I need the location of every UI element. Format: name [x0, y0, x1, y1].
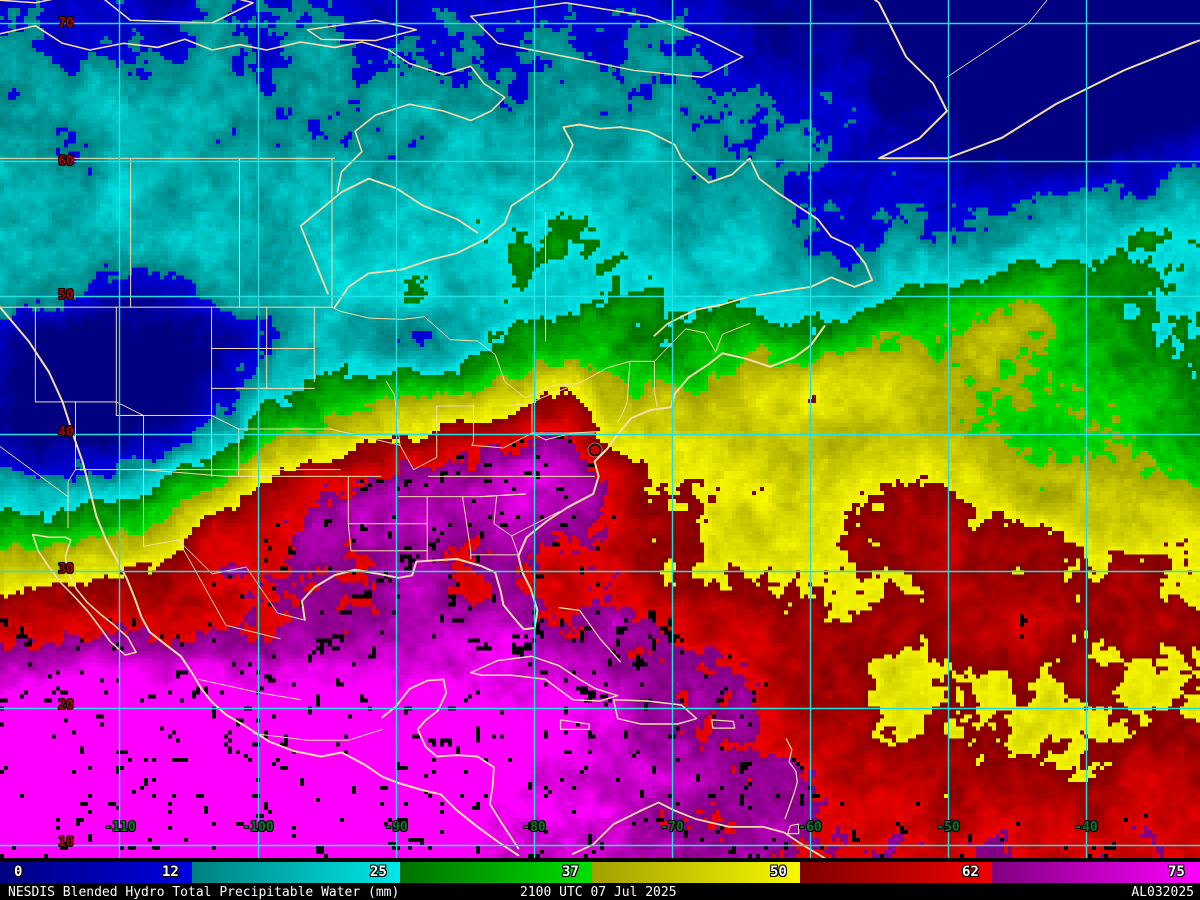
graticule-overlay — [0, 0, 1200, 858]
colorbar-tick-0: 0 — [14, 864, 23, 880]
colorbar-tick-75: 75 — [1168, 864, 1185, 880]
map-panel[interactable]: 70 60 50 40 30 20 10 -110 -100 -90 -80 -70 -60 -50 -4… — [0, 0, 1200, 858]
colorbar-tick-37: 37 — [562, 864, 579, 880]
product-title: NESDIS Blended Hydro Total Precipitable … — [8, 885, 400, 900]
storm-id-label: AL032025 — [1131, 885, 1194, 900]
colorbar-gradient — [0, 862, 1200, 883]
colorbar-panel: 0 12 25 37 50 62 75 — [0, 858, 1200, 886]
footer-panel: NESDIS Blended Hydro Total Precipitable … — [0, 885, 1200, 900]
colorbar-tick-12: 12 — [162, 864, 179, 880]
colorbar-tick-62: 62 — [962, 864, 979, 880]
colorbar-tick-25: 25 — [370, 864, 387, 880]
colorbar-tick-50: 50 — [770, 864, 787, 880]
valid-time-label: 2100 UTC 07 Jul 2025 — [520, 885, 677, 900]
